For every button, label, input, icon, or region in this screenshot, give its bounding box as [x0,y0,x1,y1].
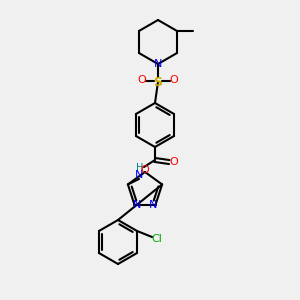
Text: O: O [141,165,149,175]
Text: O: O [138,75,146,85]
Text: N: N [148,200,157,210]
Text: N: N [133,200,142,210]
Text: O: O [169,157,178,167]
Text: N: N [135,170,143,180]
Text: Cl: Cl [152,234,163,244]
Text: O: O [169,75,178,85]
Text: H: H [136,163,144,173]
Text: N: N [154,59,162,69]
Text: S: S [154,76,163,88]
